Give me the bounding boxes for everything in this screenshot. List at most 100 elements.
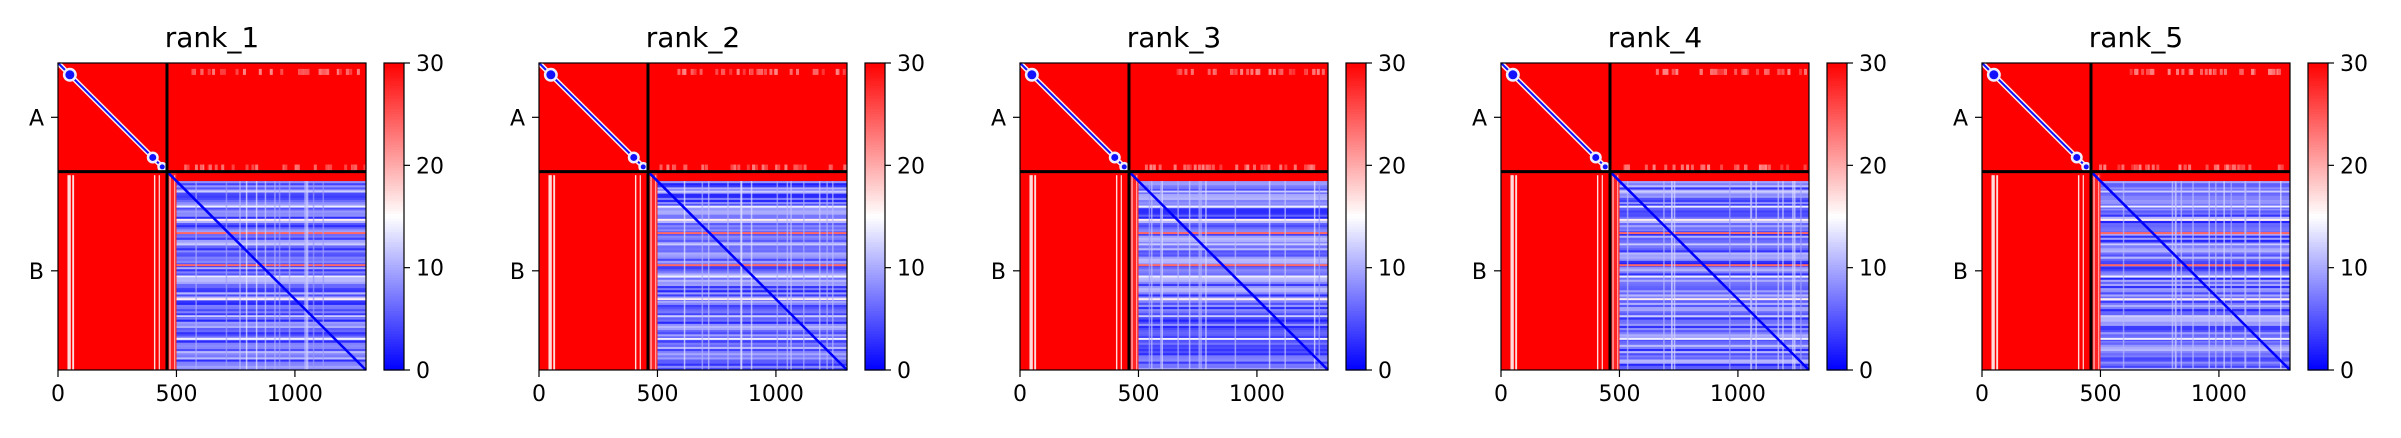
heatmap-cell xyxy=(2228,164,2232,171)
heatmap-cell xyxy=(344,164,348,171)
colorbar-segment xyxy=(2308,144,2328,149)
heatmap-cell xyxy=(1619,309,1809,312)
colorbar-segment xyxy=(865,80,885,85)
colorbar-segment xyxy=(1827,275,1847,279)
colorbar-segment xyxy=(865,103,885,108)
heatmap-cell xyxy=(176,277,366,281)
colorbar-segment xyxy=(865,239,885,243)
colorbar-segment xyxy=(1827,239,1847,243)
heatmap-cell xyxy=(323,68,327,75)
colorbar-segment xyxy=(1346,283,1366,287)
colorbar-segment xyxy=(2308,157,2328,161)
colorbar-segment xyxy=(384,190,404,195)
heatmap-cell xyxy=(832,181,834,370)
colorbar-segment xyxy=(2308,65,2328,69)
colorbar-segment xyxy=(2308,323,2328,328)
colorbar-segment xyxy=(384,175,404,179)
colorbar-segment xyxy=(865,270,885,274)
colorbar-segment xyxy=(865,152,885,156)
colorbar-segment xyxy=(1827,211,1847,215)
heatmap-cell xyxy=(2204,68,2208,75)
heatmap-cell xyxy=(1207,68,1211,75)
colorbar-segment xyxy=(865,98,885,102)
heatmap-cell xyxy=(176,351,366,354)
heatmap-cell xyxy=(1619,241,1809,245)
heatmap-cell xyxy=(176,311,366,314)
heatmap-cell xyxy=(1619,367,1809,371)
heatmap-cell xyxy=(2100,300,2290,304)
heatmap-cell xyxy=(1234,68,1238,75)
heatmap-cell xyxy=(2100,307,2290,310)
heatmap-cell xyxy=(2117,164,2121,171)
heatmap-cell xyxy=(2252,68,2256,75)
colorbar-segment xyxy=(1346,201,1366,205)
colorbar-segment xyxy=(1827,201,1847,205)
heatmap-cell xyxy=(1746,68,1750,75)
colorbar-segment xyxy=(1827,165,1847,169)
heatmap-cell xyxy=(1128,171,1139,370)
heatmap-cell xyxy=(1138,185,1328,188)
heatmap-cell xyxy=(176,269,366,272)
heatmap-cell xyxy=(2100,302,2290,306)
colorbar-segment xyxy=(865,109,885,113)
heatmap-cell xyxy=(312,181,315,370)
colorbar-tick-label: 30 xyxy=(1378,52,1406,77)
heatmap-cell xyxy=(666,164,670,171)
heatmap-cell xyxy=(1596,175,1599,370)
heatmap-cell xyxy=(730,164,734,171)
heatmap-cell xyxy=(1211,164,1215,171)
heatmap-cell xyxy=(176,283,366,287)
y-tick-label: A xyxy=(991,106,1006,131)
heatmap-cell xyxy=(1619,202,1809,205)
heatmap-cell xyxy=(176,264,366,267)
x-tick-label: 500 xyxy=(2079,382,2121,407)
heatmap-cell xyxy=(2237,164,2241,171)
heatmap-cell xyxy=(2215,181,2217,370)
heatmap-cell xyxy=(1138,304,1328,308)
heatmap-cell xyxy=(1680,164,1684,171)
heatmap-cell xyxy=(176,243,366,246)
colorbar-segment xyxy=(1827,272,1847,276)
colorbar-segment xyxy=(1346,224,1366,228)
heatmap-cell xyxy=(1268,68,1272,75)
heatmap-cell xyxy=(1777,68,1781,75)
heatmap-cell xyxy=(727,181,729,370)
heatmap-cell xyxy=(176,279,366,283)
heatmap-cell xyxy=(1138,344,1328,348)
heatmap-cell xyxy=(1138,279,1328,283)
colorbar-segment xyxy=(1827,91,1847,95)
colorbar-segment xyxy=(1827,354,1847,358)
heatmap-cell xyxy=(1619,325,1809,329)
heatmap-cell xyxy=(2100,256,2290,260)
heatmap-cell xyxy=(176,281,366,285)
heatmap-cell xyxy=(1229,68,1233,75)
colorbar-segment xyxy=(865,259,885,264)
diagonal-b xyxy=(1129,171,1329,371)
heatmap-cell xyxy=(1138,342,1328,346)
heatmap-cell xyxy=(305,181,308,370)
colorbar-segment xyxy=(2308,234,2328,238)
colorbar-segment xyxy=(1827,170,1847,174)
colorbar-segment xyxy=(384,155,404,159)
heatmap-cell xyxy=(176,294,366,298)
heatmap-cell xyxy=(2248,164,2252,171)
heatmap-cell xyxy=(2100,298,2290,301)
heatmap-cell xyxy=(245,164,249,171)
colorbar-segment xyxy=(865,272,885,276)
colorbar-segment xyxy=(2308,362,2328,366)
heatmap-cell xyxy=(1619,220,1809,224)
heatmap-cell xyxy=(176,317,366,321)
heatmap-cell xyxy=(207,68,211,75)
colorbar-segment xyxy=(1827,208,1847,212)
colorbar-segment xyxy=(1346,116,1366,120)
heatmap-cell xyxy=(255,181,258,370)
heatmap-cell xyxy=(1626,164,1630,171)
colorbar-segment xyxy=(384,354,404,358)
y-tick-label: A xyxy=(1472,106,1487,131)
heatmap-cell xyxy=(1619,307,1809,310)
heatmap-cell xyxy=(1644,164,1648,171)
heatmap-cell xyxy=(245,181,248,370)
colorbar-segment xyxy=(2308,137,2328,141)
colorbar-segment xyxy=(1346,359,1366,363)
colorbar-segment xyxy=(865,188,885,192)
